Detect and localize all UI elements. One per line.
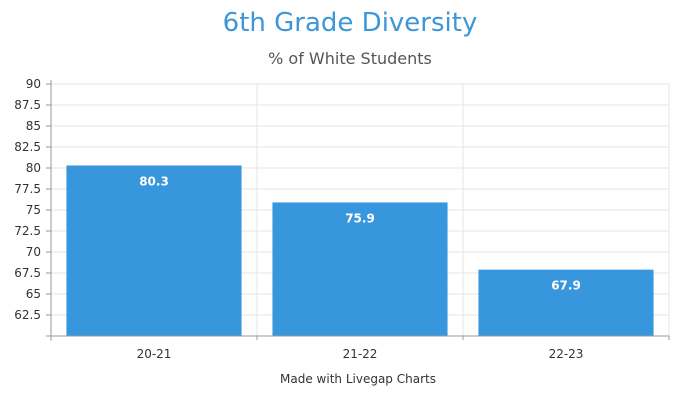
x-tick-label: 22-23 <box>549 347 584 361</box>
bars <box>66 165 654 336</box>
bar[interactable] <box>478 269 654 336</box>
axes <box>46 80 670 341</box>
y-tick-label: 72.5 <box>14 224 41 238</box>
y-tick-label: 85 <box>26 119 41 133</box>
bar[interactable] <box>272 202 448 336</box>
chart-subtitle: % of White Students <box>268 49 432 68</box>
bar-data-label: 75.9 <box>345 211 375 225</box>
x-tick-label: 20-21 <box>137 347 172 361</box>
bar-data-label: 67.9 <box>551 279 581 293</box>
y-tick-label: 80 <box>26 161 41 175</box>
y-tick-label: 65 <box>26 287 41 301</box>
y-tick-label: 77.5 <box>14 182 41 196</box>
y-tick-label: 70 <box>26 245 41 259</box>
y-tick-label: 62.5 <box>14 308 41 322</box>
y-tick-label: 75 <box>26 203 41 217</box>
bar[interactable] <box>66 165 242 336</box>
y-tick-label: 90 <box>26 77 41 91</box>
y-tick-label: 67.5 <box>14 266 41 280</box>
x-axis-title: Made with Livegap Charts <box>280 372 436 386</box>
x-tick-label: 21-22 <box>343 347 378 361</box>
chart-title: 6th Grade Diversity <box>222 8 478 38</box>
y-tick-label: 82.5 <box>14 140 41 154</box>
bar-data-label: 80.3 <box>139 174 169 188</box>
labels: 62.5 65 67.5 70 72.5 75 77.5 80 82.5 85 87.5 90 80.3… <box>14 77 583 361</box>
y-tick-label: 87.5 <box>14 98 41 112</box>
